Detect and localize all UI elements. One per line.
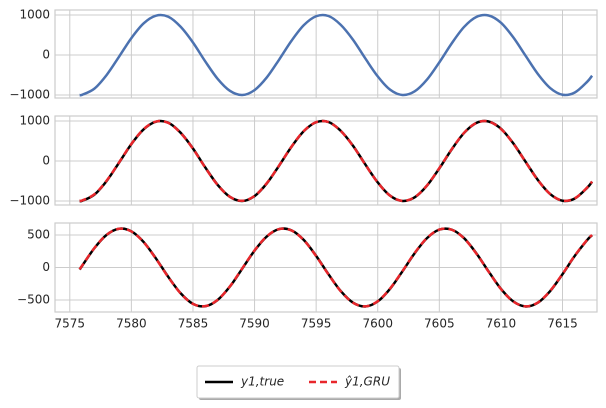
x-tick-label: 7575	[55, 317, 86, 331]
plot-area	[55, 10, 597, 98]
x-tick-label: 7600	[362, 317, 393, 331]
x-tick-label: 7615	[547, 317, 578, 331]
y-tick-label: −500	[17, 292, 50, 306]
data-line	[78, 13, 594, 97]
legend-box	[196, 365, 400, 399]
data-line	[78, 119, 594, 203]
y-tick-label: 0	[42, 48, 50, 62]
x-tick-label: 7595	[301, 317, 332, 331]
axes-frame	[54, 115, 598, 206]
axes-frame	[54, 222, 598, 313]
legend-label: y1,true	[240, 375, 284, 389]
legend-label: ŷ1,GRU	[344, 375, 390, 389]
y-tick-label: 1000	[19, 114, 50, 128]
x-tick-label: 7590	[239, 317, 270, 331]
x-tick-label: 7610	[486, 317, 517, 331]
y-tick-label: −1000	[9, 88, 50, 102]
x-tick-label: 7605	[424, 317, 455, 331]
y-tick-label: −1000	[9, 194, 50, 208]
legend: y1,true ŷ1,GRU	[196, 365, 401, 400]
x-tick-label: 7580	[116, 317, 147, 331]
y-tick-label: 500	[27, 228, 50, 242]
x-tick-label: 7585	[178, 317, 209, 331]
y-tick-label: 0	[42, 260, 50, 274]
axes-frame	[54, 9, 598, 99]
y-tick-label: 1000	[19, 8, 50, 22]
data-line	[78, 227, 593, 308]
y-tick-label: 0	[42, 154, 50, 168]
